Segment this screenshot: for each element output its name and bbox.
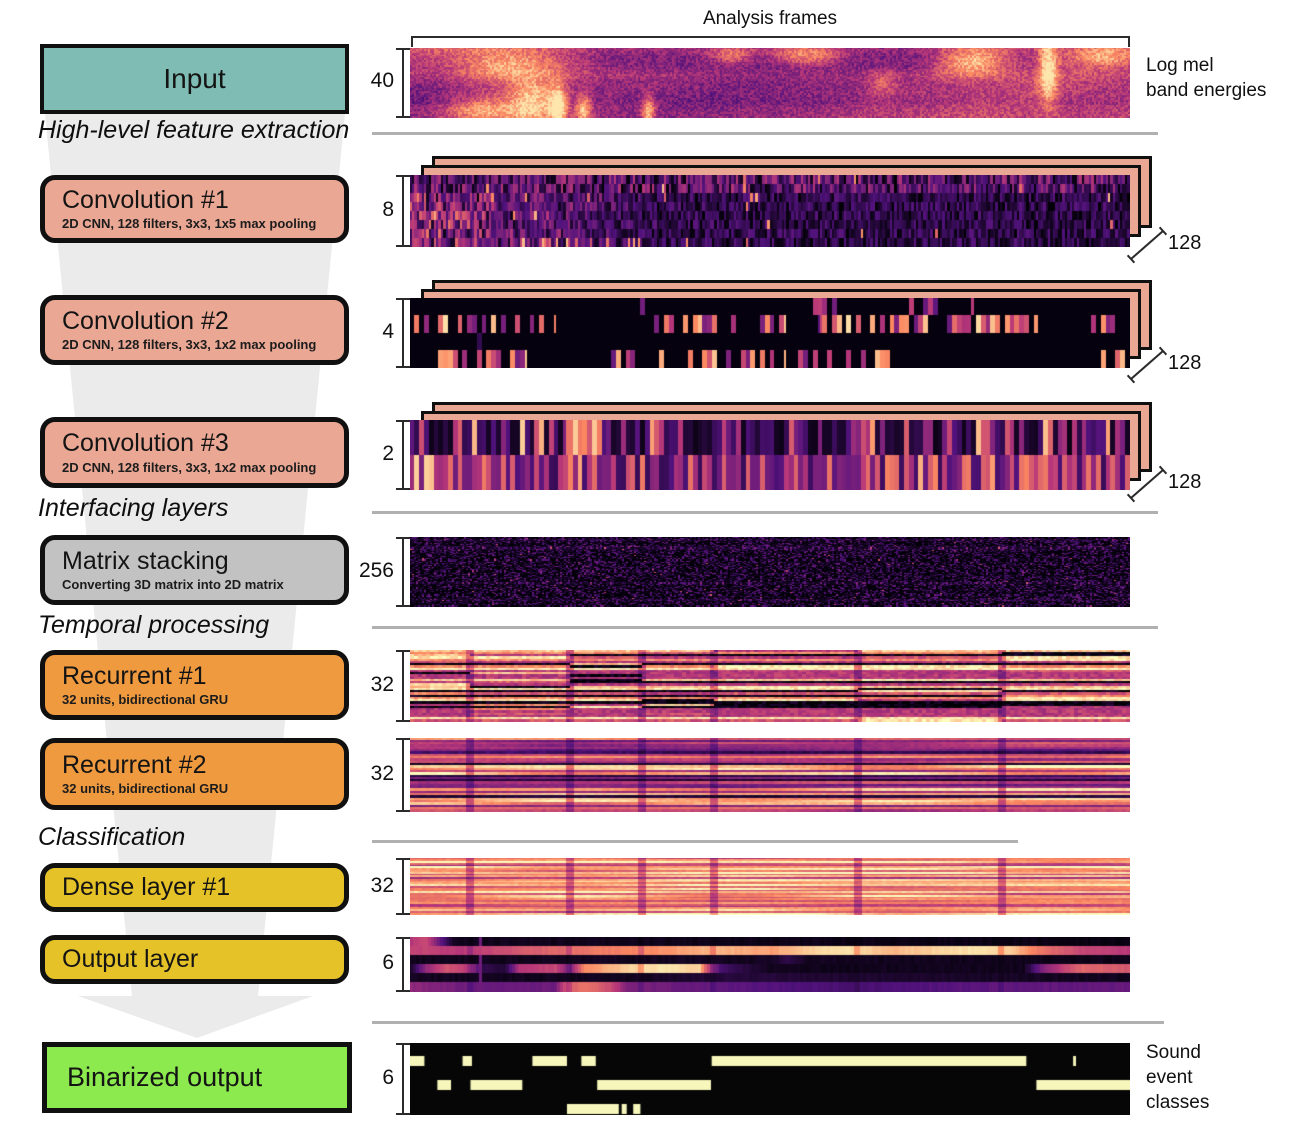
box-recurrent1: Recurrent #1 32 units, bidirectional GRU <box>40 650 349 720</box>
dim-rec2: 32 <box>370 762 394 785</box>
box-input: Input <box>40 44 349 114</box>
bracket-rec1 <box>396 650 410 722</box>
output-layer-heatmap <box>410 937 1130 992</box>
box-conv1-title: Convolution #1 <box>62 185 229 214</box>
box-input-title: Input <box>163 63 226 95</box>
divider <box>372 132 1158 135</box>
divider <box>372 511 1158 514</box>
divider <box>372 626 1158 629</box>
box-binarized-output: Binarized output <box>42 1042 352 1113</box>
section-classification: Classification <box>38 823 186 851</box>
dense1-heatmap <box>410 858 1130 915</box>
box-recurrent1-subtitle: 32 units, bidirectional GRU <box>62 692 229 708</box>
dim-conv1: 8 <box>382 198 394 221</box>
log-mel-label: Log mel band energies <box>1146 55 1267 101</box>
binarized-output-heatmap <box>410 1043 1130 1115</box>
analysis-frames-bracket-tick-right <box>1128 36 1130 47</box>
section-interfacing: Interfacing layers <box>38 494 229 522</box>
box-matrix-subtitle: Converting 3D matrix into 2D matrix <box>62 577 284 593</box>
bracket-conv3 <box>396 420 410 490</box>
depth-axis-conv1 <box>1126 226 1168 264</box>
dim-dense1: 32 <box>370 874 394 897</box>
bracket-input <box>396 48 410 118</box>
conv1-feature-heatmap <box>410 175 1130 247</box>
box-conv2-title: Convolution #2 <box>62 306 229 335</box>
recurrent1-heatmap <box>410 650 1130 722</box>
box-conv1: Convolution #1 2D CNN, 128 filters, 3x3,… <box>40 175 349 243</box>
analysis-frames-bracket <box>411 36 1130 38</box>
box-recurrent1-title: Recurrent #1 <box>62 661 207 690</box>
section-feature-extraction: High-level feature extraction <box>38 116 350 144</box>
box-output-title: Output layer <box>62 945 199 974</box>
box-dense1: Dense layer #1 <box>40 863 349 912</box>
recurrent2-heatmap <box>410 738 1130 812</box>
dim-conv2: 4 <box>382 320 394 343</box>
box-conv3-subtitle: 2D CNN, 128 filters, 3x3, 1x2 max poolin… <box>62 459 317 475</box>
bracket-conv2 <box>396 298 410 368</box>
analysis-frames-bracket-tick-left <box>411 36 413 47</box>
box-recurrent2: Recurrent #2 32 units, bidirectional GRU <box>40 738 349 810</box>
matrix-stacking-heatmap <box>410 537 1130 607</box>
bracket-dense1 <box>396 858 410 915</box>
box-matrix-stacking: Matrix stacking Converting 3D matrix int… <box>40 535 349 605</box>
dim-conv3: 2 <box>382 442 394 465</box>
bracket-conv1 <box>396 175 410 247</box>
bracket-rec2 <box>396 738 410 812</box>
dim-binarized: 6 <box>382 1066 394 1089</box>
box-conv2-subtitle: 2D CNN, 128 filters, 3x3, 1x2 max poolin… <box>62 337 317 353</box>
divider <box>372 840 1018 843</box>
conv3-feature-heatmap <box>410 420 1130 490</box>
depth-label-conv3: 128 <box>1168 471 1202 493</box>
dim-input: 40 <box>370 69 394 92</box>
box-dense1-title: Dense layer #1 <box>62 873 231 902</box>
box-conv2: Convolution #2 2D CNN, 128 filters, 3x3,… <box>40 295 349 365</box>
box-matrix-title: Matrix stacking <box>62 546 229 575</box>
box-output-layer: Output layer <box>40 935 349 984</box>
box-recurrent2-subtitle: 32 units, bidirectional GRU <box>62 781 229 797</box>
input-spectrogram <box>410 48 1130 118</box>
conv2-feature-heatmap <box>410 298 1130 368</box>
bracket-matrix <box>396 537 410 607</box>
sound-event-classes-label: Sound event classes <box>1146 1042 1210 1113</box>
depth-axis-conv2 <box>1126 346 1168 384</box>
bracket-output <box>396 937 410 992</box>
section-temporal: Temporal processing <box>38 611 270 639</box>
dim-matrix: 256 <box>358 559 394 582</box>
divider <box>372 1021 1164 1024</box>
bracket-binarized <box>396 1043 410 1115</box>
box-recurrent2-title: Recurrent #2 <box>62 750 207 779</box>
box-conv3: Convolution #3 2D CNN, 128 filters, 3x3,… <box>40 417 349 488</box>
depth-label-conv2: 128 <box>1168 352 1202 374</box>
depth-axis-conv3 <box>1126 465 1168 503</box>
box-conv3-title: Convolution #3 <box>62 429 229 458</box>
box-conv1-subtitle: 2D CNN, 128 filters, 3x3, 1x5 max poolin… <box>62 216 317 232</box>
dim-rec1: 32 <box>370 673 394 696</box>
analysis-frames-label: Analysis frames <box>702 8 838 29</box>
dim-output: 6 <box>382 951 394 974</box>
depth-label-conv1: 128 <box>1168 232 1202 254</box>
box-binarized-title: Binarized output <box>67 1062 263 1093</box>
